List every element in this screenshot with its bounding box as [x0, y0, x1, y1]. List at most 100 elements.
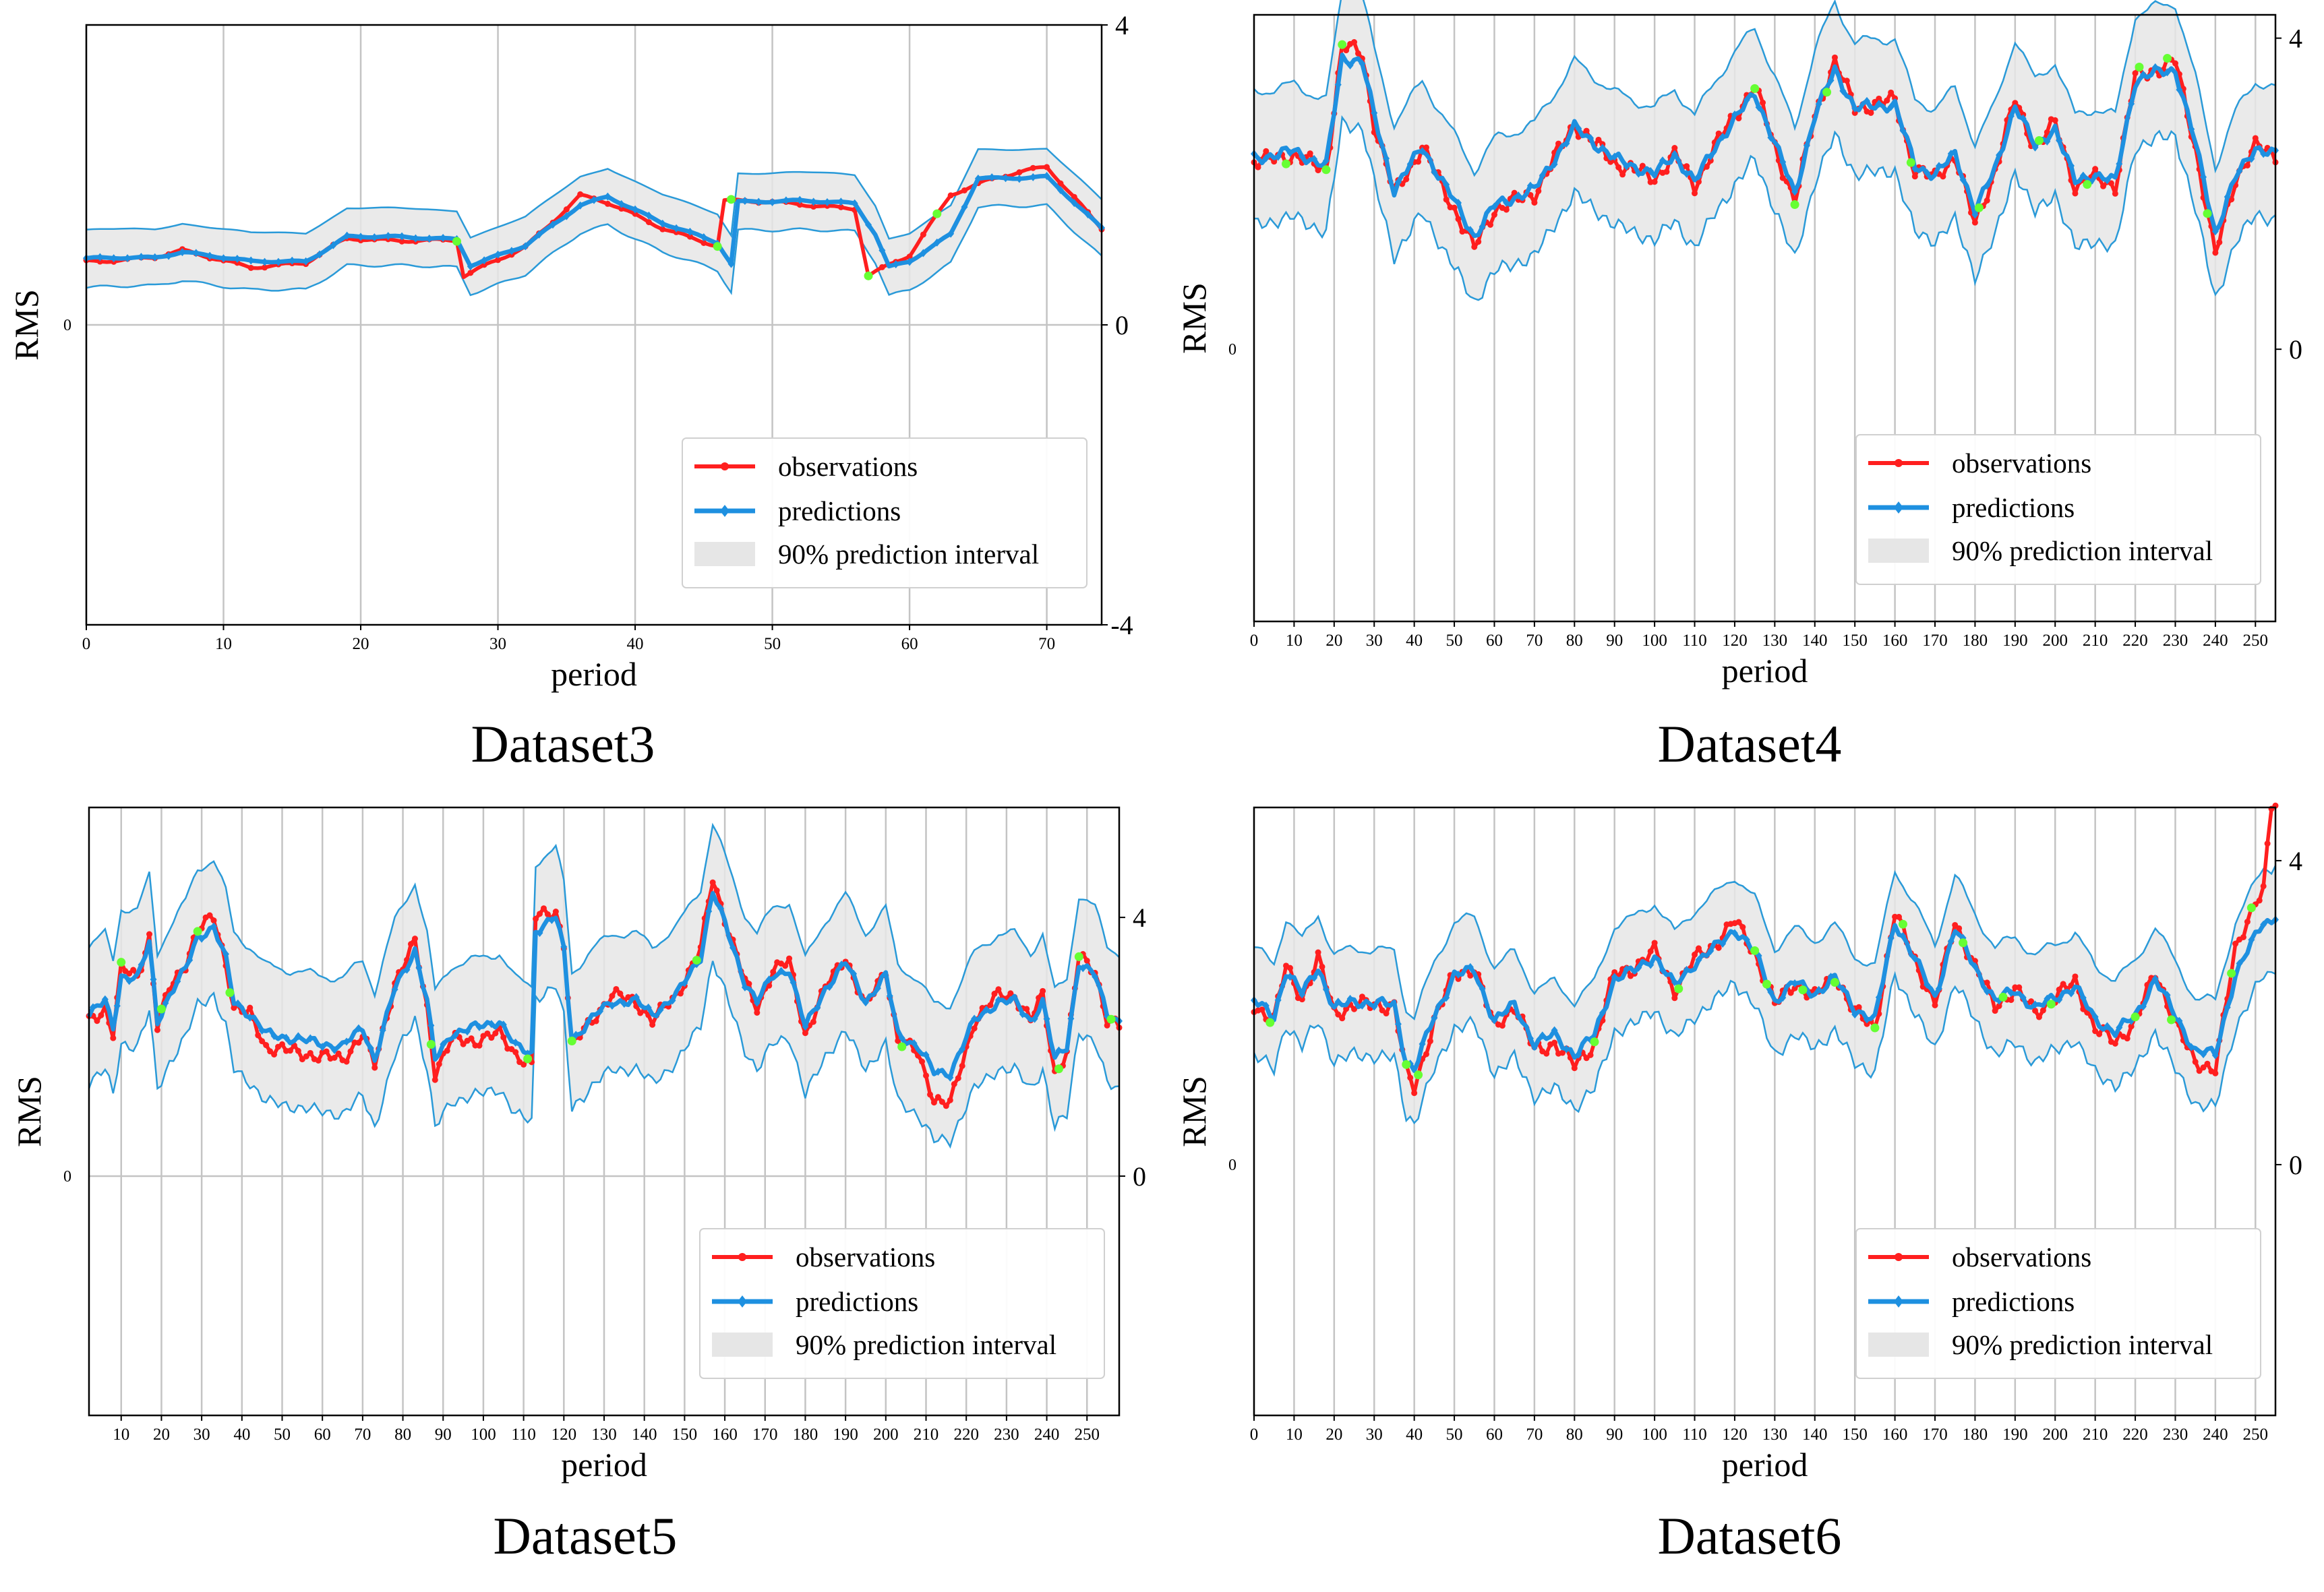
prediction-point [282, 1033, 290, 1042]
prediction-point [1779, 158, 1787, 166]
prediction-point [1683, 169, 1690, 178]
prediction-point [850, 969, 858, 978]
prediction-point [1755, 103, 1762, 112]
prediction-point [186, 956, 193, 965]
observation-point [951, 1080, 957, 1087]
prediction-point [1984, 987, 1991, 996]
plot-frame [1253, 13, 2277, 623]
prediction-point [2031, 143, 2039, 152]
anomaly-point [1762, 979, 1771, 989]
observation-point [2108, 180, 2114, 187]
observation-point [343, 1058, 350, 1065]
observation-point [1083, 957, 1090, 964]
prediction-point [1056, 186, 1064, 195]
observation-point [971, 1025, 978, 1032]
prediction-point [1899, 126, 1907, 135]
observation-point [1651, 179, 1658, 185]
observation-point [1491, 212, 1497, 218]
observation-point [398, 238, 405, 245]
observation-point [1423, 144, 1429, 151]
prediction-point [1406, 160, 1414, 169]
prediction-point [1851, 104, 1859, 113]
observation-point [2072, 973, 2079, 980]
prediction-point [2104, 1022, 2111, 1031]
legend-label: 90% prediction interval [778, 539, 1039, 570]
observation-point [1511, 189, 1518, 196]
x-tick-label: 20 [353, 635, 369, 653]
prediction-point [2068, 989, 2075, 998]
observation-point [1692, 951, 1698, 958]
prediction-point [440, 1040, 447, 1049]
prediction-point [994, 996, 1002, 1004]
observation-point [943, 1103, 949, 1109]
prediction-point [1043, 172, 1050, 181]
observation-point [1315, 949, 1321, 956]
prediction-point [814, 1004, 821, 1012]
anomaly-point [156, 1004, 166, 1014]
observation-point [1787, 989, 1794, 996]
observation-point [154, 1027, 160, 1033]
x-tick-label: 100 [1642, 1426, 1667, 1444]
prediction-point [700, 233, 707, 241]
x-tick-label: 220 [953, 1426, 979, 1444]
x-tick-label: 60 [901, 635, 918, 653]
prediction-point [357, 233, 365, 241]
observation-point [408, 941, 414, 948]
x-axis-label: period [551, 655, 637, 693]
legend: observations predictions 90% prediction in… [1855, 1228, 2261, 1379]
observation-point [926, 1091, 933, 1098]
observation-point [1359, 993, 1365, 1000]
prediction-point [246, 1013, 254, 1022]
observation-point [1559, 1049, 1566, 1056]
prediction-point [1419, 1039, 1426, 1048]
observation-point [2052, 117, 2058, 123]
observation-point [1619, 171, 1626, 178]
prediction-point [2176, 1016, 2183, 1025]
anomaly-point [523, 1054, 533, 1064]
prediction-point [1515, 191, 1522, 200]
legend-interval-swatch [1868, 539, 1929, 563]
prediction-point [2031, 1000, 2039, 1009]
interval-upper-bound [1253, 865, 2277, 1021]
observation-point [1455, 975, 1462, 982]
prediction-point [1015, 175, 1023, 183]
prediction-point [1911, 954, 1919, 963]
prediction-point [1767, 133, 1775, 142]
y-axis-label: RMS [1175, 1076, 1213, 1147]
observation-point [1335, 1011, 1342, 1018]
prediction-point [983, 1005, 990, 1014]
prediction-point [947, 1073, 954, 1082]
prediction-point [1683, 965, 1690, 974]
observation-point [709, 879, 716, 886]
panel-3: 10 20 30 40 50 60 70 80 90 100 110 120 130 140 150 160 1… [10, 806, 1146, 1565]
observation-point [2100, 183, 2107, 189]
observation-point [476, 1042, 483, 1049]
legend-label: predictions [1952, 1286, 2075, 1317]
observation-point [2128, 1023, 2135, 1030]
prediction-point [1067, 1014, 1075, 1023]
observation-point [484, 1030, 491, 1037]
observation-point [460, 1041, 467, 1047]
panel-2: 0 10 20 30 40 50 60 70 80 90 100 110 120 130 140 150 160… [1175, 0, 2302, 773]
observation-point [1671, 995, 1678, 1002]
prediction-point [162, 999, 169, 1008]
prediction-point [467, 262, 474, 271]
x-tick-label: 10 [1286, 1426, 1303, 1444]
x-tick-label: 250 [2243, 1426, 2269, 1444]
prediction-point [1779, 993, 1787, 1002]
prediction-point [865, 220, 872, 229]
observation-point [1911, 173, 1918, 180]
prediction-point [549, 220, 556, 229]
observation-point [1571, 1065, 1578, 1072]
observation-point [1263, 148, 1270, 154]
x-tick-label: 70 [1038, 635, 1055, 653]
anomaly-point [692, 956, 701, 965]
observation-point [467, 270, 474, 276]
x-tick-label: 0 [1250, 1426, 1259, 1444]
prediction-point [452, 1031, 459, 1040]
prediction-point [1791, 979, 1799, 988]
x-axis-label: period [1722, 652, 1808, 690]
legend: observations predictions 90% prediction in… [1855, 434, 2261, 585]
y-tick-label-right: 4 [1115, 10, 1129, 40]
